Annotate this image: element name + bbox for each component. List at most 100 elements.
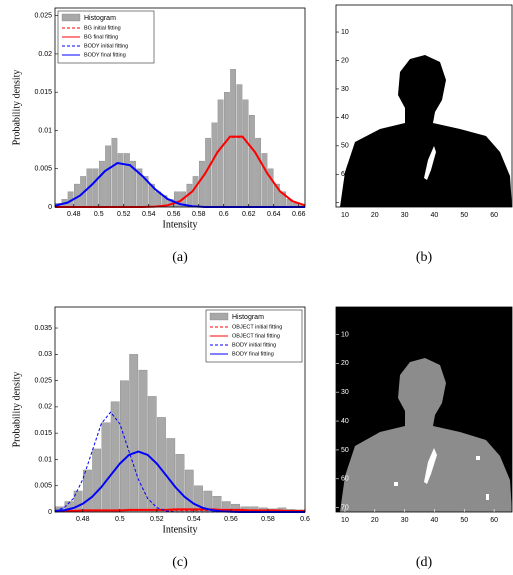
histogram-bar: [248, 115, 255, 208]
x-tick-label: 0.48: [76, 516, 90, 523]
x-tick-label: 40: [431, 517, 439, 524]
x-tick-label: 0.5: [94, 211, 104, 218]
y-tick-label: 0.005: [34, 483, 52, 490]
histogram-bar: [236, 84, 243, 208]
legend-label: OBJECT final fitting: [232, 333, 280, 339]
x-tick-label: 0.6: [300, 516, 310, 523]
y-tick-label: 0.005: [34, 166, 52, 173]
histogram-bar: [83, 469, 92, 513]
histogram-bar: [101, 422, 111, 513]
histogram-bar: [111, 137, 118, 208]
histogram-bar: [117, 153, 124, 208]
x-tick-label: 0.48: [67, 211, 81, 218]
legend-label: BG initial fitting: [84, 25, 121, 31]
plot-frame: [54, 306, 306, 513]
x-tick-label: 20: [371, 212, 379, 219]
x-tick-label: 30: [401, 517, 409, 524]
y-tick-label: 10: [341, 331, 349, 338]
x-tick-label: 0.66: [292, 211, 306, 218]
y-tick-label: 50: [341, 447, 349, 454]
x-tick-label: 0.58: [261, 516, 275, 523]
y-tick-label: 20: [341, 57, 349, 64]
legend-label: BODY initial fitting: [84, 43, 128, 49]
y-tick-label: 30: [341, 86, 349, 93]
histogram-bar: [184, 469, 194, 513]
y-tick-label: 0.02: [38, 404, 52, 411]
legend-label: OBJECT initial fitting: [232, 324, 282, 330]
legend: Histogram BG initial fitting BG final fitt…: [57, 10, 155, 64]
x-tick-label: 50: [460, 517, 468, 524]
x-tick-label: 0.64: [267, 211, 281, 218]
x-tick-label: 10: [341, 517, 349, 524]
y-tick-label: 0.03: [38, 351, 52, 358]
legend-label: BODY final fitting: [84, 52, 126, 58]
y-tick-label: 20: [341, 360, 349, 367]
y-tick-label: 0.015: [34, 430, 52, 437]
x-tick-label: 0.54: [142, 211, 156, 218]
histogram-bar: [105, 145, 112, 208]
x-axis-label: Intensity: [163, 219, 198, 230]
plot-frame: [54, 7, 306, 208]
histogram-bar: [211, 122, 218, 208]
silhouette-d: [336, 307, 512, 512]
y-tick-label: 0.035: [34, 325, 52, 332]
legend: Histogram OBJECT initial fitting OBJECT fi…: [205, 309, 303, 363]
y-tick-label: 0.02: [38, 51, 52, 58]
x-tick-label: 0.56: [167, 211, 181, 218]
x-tick-label: 0.54: [187, 516, 201, 523]
x-tick-label: 40: [431, 212, 439, 219]
x-tick-label: 50: [460, 212, 468, 219]
y-axis-label: Probability density: [11, 70, 22, 146]
x-tick-label: 20: [371, 517, 379, 524]
x-tick-label: 0.62: [242, 211, 256, 218]
histogram-bar: [147, 396, 157, 513]
image-frame: [335, 306, 513, 513]
y-tick-label: 40: [341, 114, 349, 121]
legend-swatch: [209, 312, 229, 321]
histogram-bar: [242, 99, 249, 208]
histogram-bar: [217, 99, 224, 208]
histogram-bar: [138, 369, 148, 513]
histogram-bar: [166, 438, 176, 513]
x-tick-label: 60: [490, 517, 498, 524]
caption: (a): [172, 250, 188, 265]
x-tick-label: 0.52: [150, 516, 164, 523]
legend-label: BODY final fitting: [232, 351, 274, 357]
histogram-bar: [192, 176, 199, 208]
x-tick-label: 10: [341, 212, 349, 219]
histogram-bar: [124, 153, 130, 208]
fit-curve: [55, 508, 305, 512]
silhouette-b: [336, 5, 512, 207]
y-tick-label: 0.015: [34, 89, 52, 96]
histogram-bar: [198, 160, 205, 208]
x-tick-label: 60: [490, 212, 498, 219]
histogram-bar: [99, 160, 105, 208]
y-tick-label: 0: [48, 509, 52, 516]
y-tick-label: 30: [341, 389, 349, 396]
caption: (c): [172, 555, 188, 570]
fit-curve: [55, 135, 306, 208]
legend-label: BG final fitting: [84, 34, 118, 40]
caption: (d): [416, 555, 433, 570]
x-tick-label: 0.6: [219, 211, 229, 218]
y-tick-label: 40: [341, 418, 349, 425]
x-tick-label: 0.56: [224, 516, 238, 523]
histogram-bar: [223, 92, 230, 208]
legend-label: Histogram: [84, 15, 116, 22]
histogram-bar: [175, 454, 185, 513]
y-tick-label: 60: [341, 476, 349, 483]
y-tick-label: 0.025: [34, 12, 52, 19]
x-tick-label: 0.52: [117, 211, 131, 218]
y-tick-label: 60: [341, 171, 349, 178]
y-tick-label: 70: [341, 200, 349, 207]
y-tick-label: 0: [48, 204, 52, 211]
y-tick-label: 0.025: [34, 377, 52, 384]
y-tick-label: 70: [341, 505, 349, 512]
legend-label: BODY initial fitting: [232, 342, 276, 348]
y-tick-label: 10: [341, 29, 349, 36]
x-tick-label: 30: [401, 212, 409, 219]
histogram-bar: [129, 354, 139, 513]
x-tick-label: 0.5: [115, 516, 125, 523]
x-tick-label: 0.58: [192, 211, 206, 218]
